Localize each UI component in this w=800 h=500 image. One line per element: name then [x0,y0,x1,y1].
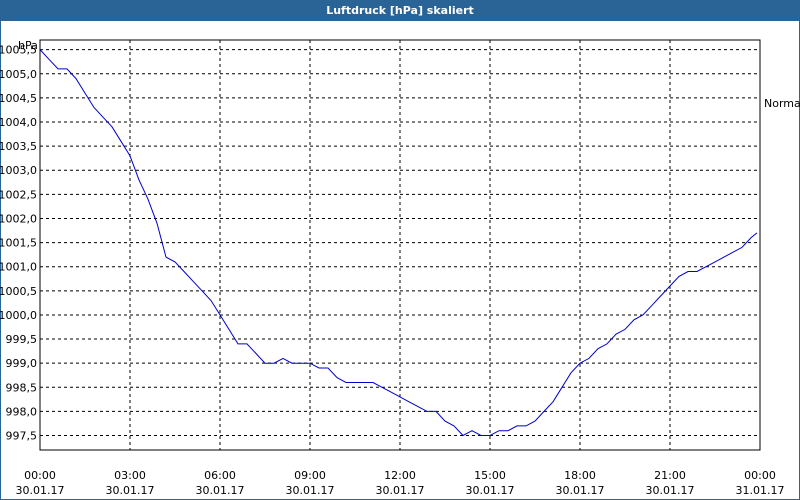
y-tick-label: 1003,0 [0,164,37,177]
x-tick-time-label: 00:00 [744,469,776,482]
y-tick-label: 1005,0 [0,68,37,81]
x-tick-time-label: 12:00 [384,469,416,482]
y-tick-label: 1002,5 [0,188,37,201]
x-tick-time-label: 00:00 [24,469,56,482]
x-tick-date-label: 30.01.17 [466,484,515,497]
y-tick-label: 998,5 [6,381,38,394]
x-tick-time-label: 21:00 [654,469,686,482]
x-tick-date-label: 30.01.17 [556,484,605,497]
x-tick-date-label: 30.01.17 [16,484,65,497]
x-tick-date-label: 31.01.17 [736,484,785,497]
y-tick-label: 997,5 [6,430,38,443]
y-tick-label: 999,5 [6,333,38,346]
plot-area [39,39,761,451]
chart-title: Luftdruck [hPa] skaliert [0,0,800,21]
x-tick-time-label: 06:00 [204,469,236,482]
normal-reference-label: Normal [764,97,800,110]
y-tick-label: 1000,0 [0,309,37,322]
y-tick-label: 1003,5 [0,140,37,153]
y-tick-label: 1004,0 [0,116,37,129]
x-tick-date-label: 30.01.17 [646,484,695,497]
x-tick-date-label: 30.01.17 [196,484,245,497]
y-tick-label: 1004,5 [0,92,37,105]
y-tick-label: 1001,5 [0,237,37,250]
y-tick-label: 1002,0 [0,212,37,225]
x-tick-date-label: 30.01.17 [376,484,425,497]
x-tick-time-label: 03:00 [114,469,146,482]
x-tick-time-label: 09:00 [294,469,326,482]
y-tick-label: 999,0 [6,357,38,370]
x-tick-time-label: 15:00 [474,469,506,482]
grid-lines [40,40,760,450]
x-tick-date-label: 30.01.17 [106,484,155,497]
y-tick-label: 1000,5 [0,285,37,298]
x-tick-date-label: 30.01.17 [286,484,335,497]
y-tick-label: 998,0 [6,405,38,418]
y-tick-label: 1001,0 [0,261,37,274]
y-tick-labels: 1005,5 1005,0 1004,5 1004,0 1003,5 1003,0 1002… [0,44,37,443]
pressure-series-line [39,49,758,437]
y-axis-unit-label: hPa [18,39,38,52]
y-tick-label: 1005,5 [0,44,37,57]
x-tick-time-label: 18:00 [564,469,596,482]
x-tick-labels: 00:00 30.01.17 03:00 30.01.17 06:00 30.01.17 0… [16,469,785,497]
